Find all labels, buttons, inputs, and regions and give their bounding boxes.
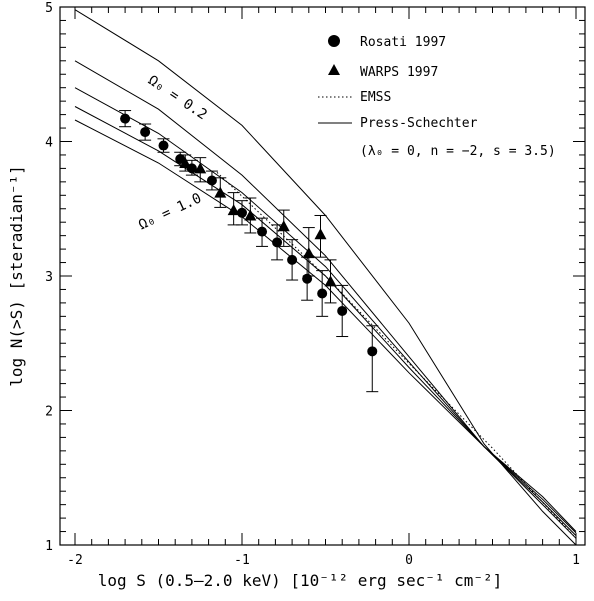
data-point-warps xyxy=(277,220,290,232)
data-point-warps xyxy=(244,209,257,221)
x-tick-label: -2 xyxy=(67,553,83,568)
data-point-rosati xyxy=(120,113,131,124)
y-tick-label: 3 xyxy=(45,270,53,285)
data-point-rosati xyxy=(175,153,186,164)
data-point-warps xyxy=(302,247,315,259)
legend-label-emss: EMSS xyxy=(360,90,391,105)
data-point-warps xyxy=(179,157,192,169)
legend-label-press-schechter: Press-Schechter xyxy=(360,116,478,131)
x-axis-label: log S (0.5–2.0 keV) [10⁻¹² erg sec⁻¹ cm⁻… xyxy=(98,571,503,590)
axis-ticks xyxy=(60,6,585,546)
press-schechter-line xyxy=(74,9,577,546)
data-point-warps xyxy=(214,186,227,198)
data-point-warps xyxy=(194,162,207,174)
y-tick-label: 2 xyxy=(45,405,53,420)
x-tick-label: 0 xyxy=(405,553,413,568)
data-point-rosati xyxy=(317,288,328,299)
legend-marker-circle xyxy=(328,35,340,47)
x-tick-label: -1 xyxy=(234,553,250,568)
data-point-rosati xyxy=(302,273,313,284)
annotation-omega-0-2: Ω₀ = 0.2 xyxy=(145,72,210,123)
legend-label-rosati: Rosati 1997 xyxy=(360,35,446,50)
data-point-warps xyxy=(324,275,337,287)
y-axis-label: log N(>S) [steradian⁻¹] xyxy=(7,165,26,387)
data-point-rosati xyxy=(287,254,298,265)
annotation-omega-1-0: Ω₀ = 1.0 xyxy=(136,190,204,233)
data-point-rosati xyxy=(158,140,169,151)
data-point-rosati xyxy=(367,346,378,357)
legend: Rosati 1997 WARPS 1997 EMSS Press-Schech… xyxy=(318,35,556,159)
data-point-warps xyxy=(314,228,327,240)
y-tick-label: 4 xyxy=(45,136,53,151)
press-schechter-line xyxy=(74,87,577,536)
emss-line xyxy=(216,172,577,539)
data-point-rosati xyxy=(337,305,348,316)
data-point-rosati xyxy=(237,207,247,218)
data-point-rosati xyxy=(257,226,268,237)
legend-note: (λ₀ = 0, n = −2, s = 3.5) xyxy=(360,144,556,159)
tick-labels: -2 -1 0 1 1 2 3 4 5 xyxy=(45,1,580,568)
data-point-warps xyxy=(227,204,240,216)
y-tick-label: 1 xyxy=(45,539,53,554)
series-points xyxy=(119,110,379,393)
data-point-rosati xyxy=(206,175,217,186)
legend-marker-triangle xyxy=(328,64,340,75)
series-lines xyxy=(74,9,577,546)
press-schechter-line xyxy=(74,119,577,532)
data-point-rosati xyxy=(272,237,283,248)
press-schechter-line xyxy=(74,106,577,534)
y-tick-label: 5 xyxy=(45,1,53,16)
legend-label-warps: WARPS 1997 xyxy=(360,65,438,80)
data-point-rosati xyxy=(140,127,151,138)
press-schechter-line xyxy=(74,60,577,539)
x-tick-label: 1 xyxy=(572,553,580,568)
